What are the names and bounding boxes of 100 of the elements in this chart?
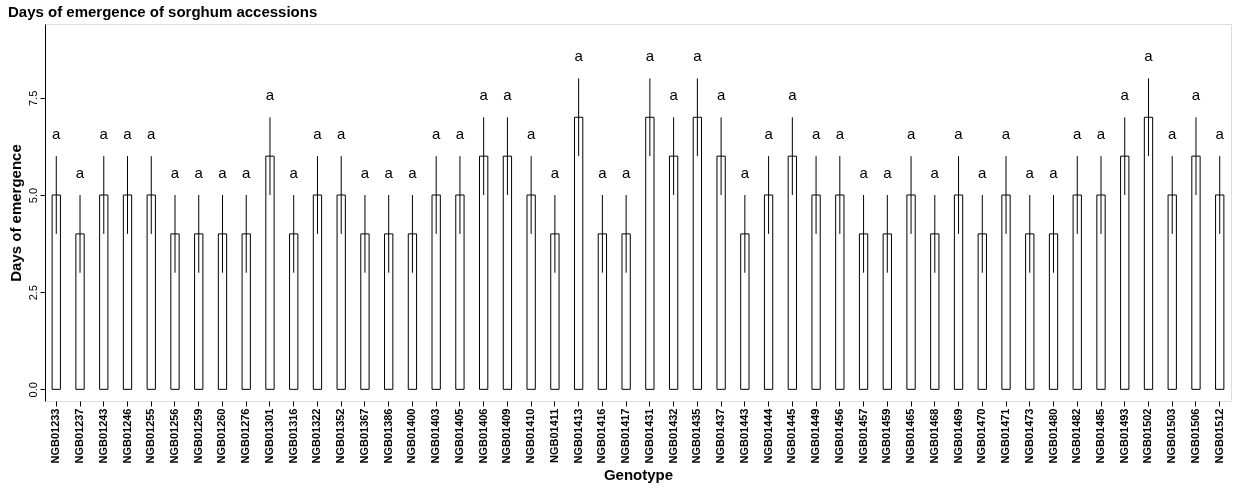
y-tick-label: 2.5 (26, 285, 39, 301)
annotation: a (811, 125, 821, 143)
x-tick-label: NGB01473 (1022, 408, 1035, 464)
x-tick-label: NGB01468 (927, 408, 940, 464)
x-tick-label: NGB01352 (334, 408, 347, 464)
x-tick-label: NGB01443 (737, 408, 750, 464)
x-tick-label: NGB01444 (761, 407, 774, 464)
x-tick-label: NGB01301 (262, 408, 275, 464)
x-tick-label: NGB01506 (1188, 408, 1201, 464)
x-tick-label: NGB01400 (405, 408, 418, 464)
x-tick-label: NGB01485 (1094, 408, 1106, 464)
x-tick-label: NGB01259 (191, 408, 204, 464)
x-tick-label: NGB01417 (619, 408, 632, 464)
annotation: a (526, 125, 536, 143)
annotation: a (75, 164, 85, 182)
annotation: a (883, 164, 893, 182)
x-tick-label: NGB01457 (856, 408, 869, 464)
annotation: a (788, 86, 798, 104)
x-tick-label: NGB01432 (666, 408, 679, 464)
x-tick-label: NGB01493 (1117, 408, 1130, 464)
annotation: a (598, 164, 608, 182)
x-tick-label: NGB01260 (215, 408, 228, 464)
annotation: a (978, 164, 988, 182)
x-tick-label: NGB01237 (73, 408, 86, 464)
annotation: a (835, 125, 845, 143)
annotation: a (621, 164, 631, 182)
chart-title: Days of emergence of sorghum accessions (8, 3, 318, 20)
annotation: a (242, 164, 252, 182)
annotation: a (906, 125, 916, 143)
annotation: a (1025, 164, 1035, 182)
x-tick-label: NGB01403 (429, 408, 442, 464)
annotation: a (859, 164, 869, 182)
x-tick-label: NGB01470 (975, 408, 988, 464)
x-tick-label: NGB01416 (595, 408, 608, 464)
x-tick-label: NGB01406 (476, 408, 489, 464)
x-tick-label: NGB01316 (286, 408, 299, 464)
x-tick-label: NGB01512 (1212, 408, 1225, 464)
x-tick-label: NGB01445 (785, 408, 798, 464)
annotation: a (669, 86, 679, 104)
y-tick-label: 0.0 (26, 382, 39, 398)
y-axis-title: Days of emergence (6, 144, 24, 282)
annotation: a (503, 86, 513, 104)
annotation: a (194, 164, 204, 182)
annotation: a (479, 86, 489, 104)
annotation: a (954, 125, 964, 143)
x-tick-label: NGB01246 (120, 408, 133, 464)
x-tick-label: NGB01411 (547, 408, 560, 463)
annotation: a (1191, 86, 1201, 104)
x-tick-label: NGB01503 (1165, 408, 1178, 464)
annotation: a (455, 125, 465, 143)
annotation: a (1049, 164, 1059, 182)
x-tick-label: NGB01255 (144, 408, 157, 464)
x-tick-label: NGB01465 (904, 408, 917, 464)
x-axis-title: Genotype (603, 465, 674, 483)
annotation: a (930, 164, 940, 182)
annotation: a (360, 164, 370, 182)
annotation: a (289, 164, 299, 182)
annotation: a (337, 125, 347, 143)
x-tick-label: NGB01386 (381, 408, 394, 464)
annotation: a (1073, 125, 1083, 143)
annotation: a (147, 125, 157, 143)
x-tick-label: NGB01409 (500, 408, 513, 464)
annotation: a (1168, 125, 1178, 143)
annotation: a (408, 164, 418, 182)
x-tick-label: NGB01437 (714, 408, 727, 464)
x-tick-label: NGB01322 (310, 408, 323, 464)
x-tick-label: NGB01256 (168, 408, 180, 464)
annotation: a (764, 125, 774, 143)
x-tick-label: NGB01233 (49, 408, 62, 464)
x-tick-label: NGB01456 (832, 408, 845, 464)
annotation: a (645, 47, 655, 65)
x-tick-label: NGB01482 (1070, 408, 1083, 464)
y-tick-label: 7.5 (26, 90, 39, 106)
x-tick-label: NGB01502 (1141, 408, 1154, 464)
x-tick-label: NGB01471 (999, 408, 1012, 464)
annotation: a (313, 125, 323, 143)
annotation: a (52, 125, 62, 143)
x-tick-label: NGB01405 (452, 408, 465, 464)
x-tick-label: NGB01243 (96, 408, 109, 464)
annotation: a (265, 86, 275, 104)
annotation: a (740, 164, 750, 182)
y-tick-label: 5.0 (26, 187, 39, 204)
annotation: a (1215, 125, 1225, 143)
annotation: a (432, 125, 442, 143)
annotation: a (1144, 47, 1154, 65)
x-tick-label: NGB01431 (642, 408, 655, 464)
annotation: a (550, 164, 560, 182)
x-tick-label: NGB01449 (809, 408, 822, 464)
annotation: a (99, 125, 109, 143)
annotation: a (218, 164, 228, 182)
x-tick-label: NGB01367 (357, 408, 370, 464)
x-tick-label: NGB01276 (239, 408, 252, 464)
annotation: a (1001, 125, 1011, 143)
annotation: a (1096, 125, 1106, 143)
annotation: a (716, 86, 726, 104)
x-tick-label: NGB01435 (690, 408, 703, 464)
x-tick-label: NGB01413 (571, 408, 584, 464)
annotation: a (1120, 86, 1130, 104)
x-tick-label: NGB01459 (880, 408, 893, 464)
annotation: a (693, 47, 703, 65)
